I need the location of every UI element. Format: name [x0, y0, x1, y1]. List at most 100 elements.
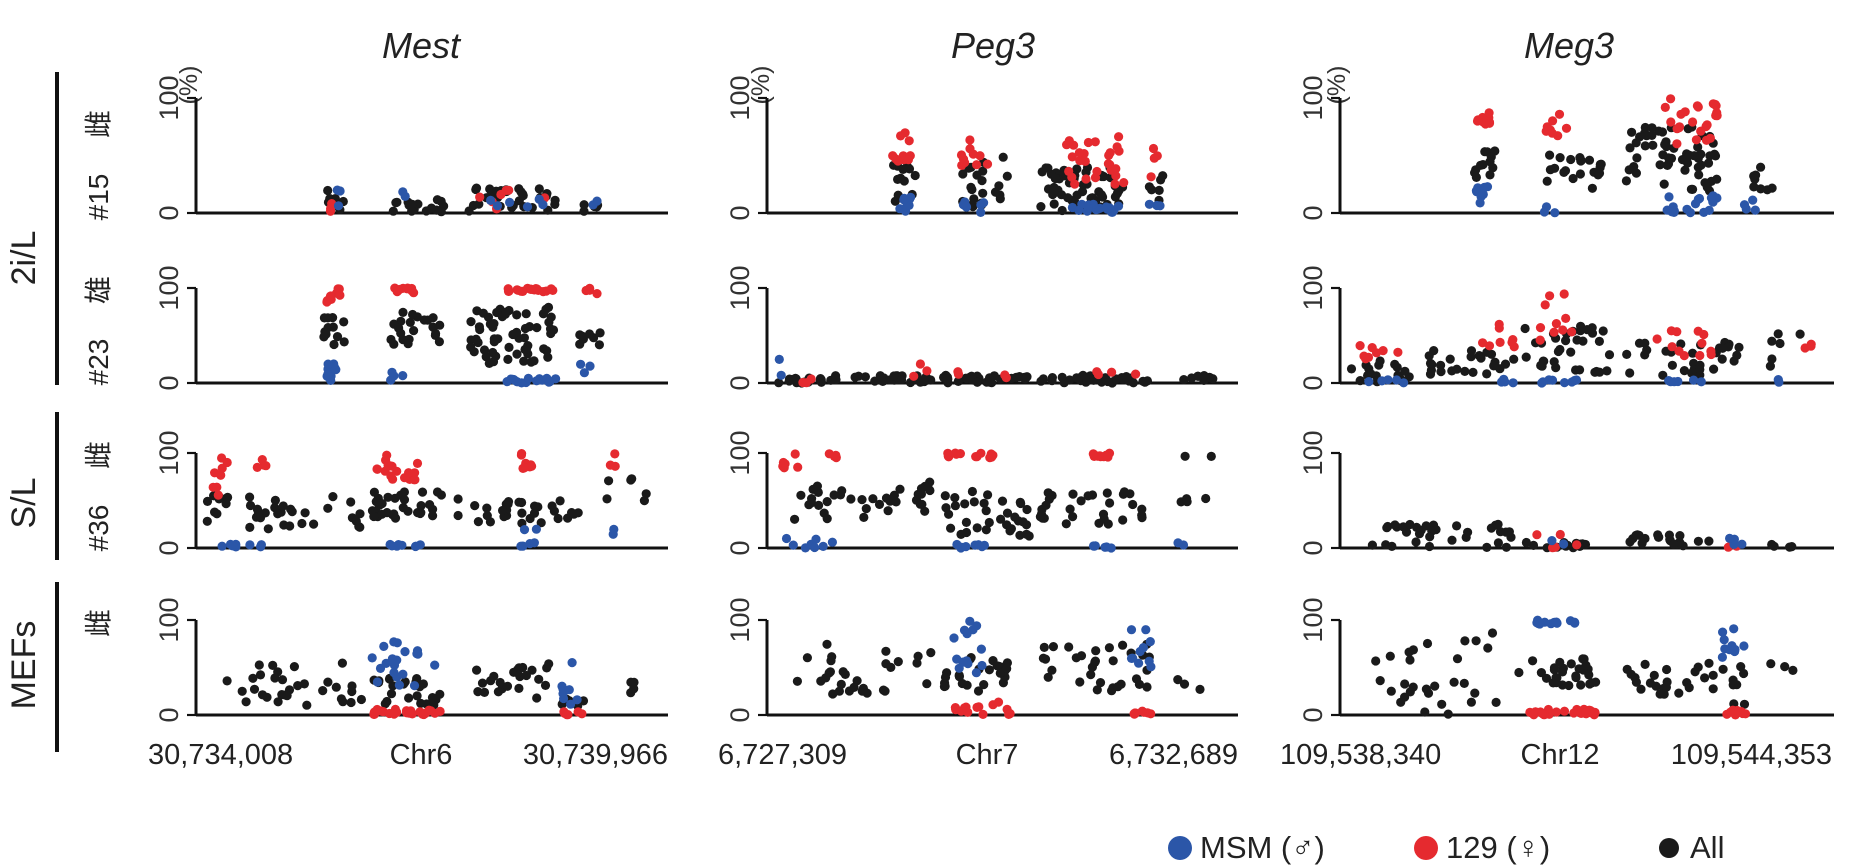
point-msm: [1696, 377, 1706, 387]
point-msm: [397, 540, 407, 550]
point-all: [1016, 498, 1026, 509]
point-all: [328, 322, 338, 332]
point-p129: [1699, 329, 1709, 340]
point-msm: [1729, 624, 1739, 634]
point-msm: [1479, 182, 1489, 192]
point-msm: [1741, 204, 1751, 214]
point-all: [339, 317, 349, 327]
point-p129: [1083, 137, 1093, 148]
point-all: [369, 487, 379, 497]
point-all: [1566, 154, 1576, 165]
point-all: [405, 317, 415, 327]
point-all: [1036, 202, 1046, 212]
point-p129: [402, 284, 412, 294]
point-msm: [827, 537, 838, 547]
point-msm: [523, 373, 534, 383]
point-all: [434, 337, 444, 347]
point-msm: [962, 629, 972, 639]
point-all: [338, 697, 348, 707]
y-tick-label-0: 0: [725, 540, 755, 555]
point-all: [579, 200, 589, 210]
point-all: [995, 194, 1005, 204]
point-msm: [538, 200, 548, 210]
point-p129: [1081, 174, 1091, 184]
point-all: [1704, 536, 1714, 546]
point-all: [1086, 670, 1096, 680]
point-all: [482, 503, 492, 513]
point-p129: [216, 470, 226, 480]
point-all: [1424, 351, 1434, 361]
point-p129: [1105, 148, 1115, 158]
point-msm: [592, 196, 602, 206]
point-all: [998, 152, 1008, 162]
point-all: [282, 691, 292, 701]
point-p129: [496, 189, 506, 200]
point-all: [792, 676, 803, 686]
point-p129: [950, 448, 960, 458]
point-all: [983, 490, 993, 500]
point-all: [774, 378, 784, 388]
point-all: [834, 686, 845, 696]
point-p129: [382, 450, 392, 460]
y-tick-label-100: 100: [1298, 597, 1328, 642]
point-p129: [1484, 118, 1495, 128]
point-all: [960, 499, 970, 509]
point-all: [1005, 526, 1015, 536]
point-all: [1640, 659, 1650, 670]
point-all: [972, 377, 982, 387]
point-all: [1587, 183, 1597, 193]
point-p129: [1494, 323, 1504, 333]
point-all: [984, 517, 994, 528]
point-msm: [977, 660, 987, 671]
x-chrom-mest: Chr6: [390, 739, 453, 771]
point-p129: [904, 136, 914, 146]
point-all: [1387, 541, 1397, 552]
point-all: [854, 371, 864, 381]
row-sex-2: 雄: [83, 276, 114, 304]
point-all: [1390, 520, 1400, 530]
point-p129: [1666, 94, 1676, 104]
point-p129: [793, 462, 803, 472]
point-all: [412, 674, 422, 684]
point-all: [553, 513, 563, 524]
point-all: [1405, 519, 1415, 530]
point-all: [910, 170, 920, 181]
point-msm: [375, 663, 386, 674]
panel-meg3-row-4: 0 100: [1298, 597, 1834, 723]
y-tick-label-100: 100: [725, 430, 755, 475]
point-all: [202, 496, 213, 506]
point-p129: [1114, 132, 1124, 142]
point-all: [328, 492, 338, 502]
point-p129: [896, 131, 906, 141]
point-all: [1553, 346, 1563, 357]
point-all: [1421, 684, 1431, 694]
point-p129: [1559, 706, 1570, 716]
point-all: [253, 507, 263, 517]
point-all: [1471, 636, 1481, 646]
point-all: [1566, 347, 1576, 357]
point-p129: [1532, 530, 1542, 540]
point-msm: [1547, 375, 1558, 385]
point-p129: [222, 457, 232, 468]
point-p129: [1806, 341, 1816, 351]
point-all: [1566, 659, 1576, 669]
point-all: [860, 372, 871, 382]
point-all: [1536, 668, 1546, 678]
point-all: [1087, 490, 1098, 500]
point-all: [477, 678, 488, 688]
point-all: [1460, 366, 1470, 376]
point-all: [1142, 682, 1152, 692]
point-all: [1679, 366, 1689, 376]
point-all: [1574, 664, 1584, 674]
point-all: [1578, 654, 1588, 664]
point-all: [1576, 680, 1586, 690]
point-all: [1655, 689, 1665, 699]
point-all: [1385, 651, 1395, 661]
point-msm: [961, 542, 971, 552]
y-tick-label-100: 100: [154, 75, 184, 120]
point-all: [1632, 153, 1642, 163]
point-all: [1401, 527, 1412, 537]
point-p129: [1146, 172, 1156, 182]
point-all: [1640, 338, 1650, 348]
point-all: [1173, 675, 1183, 685]
